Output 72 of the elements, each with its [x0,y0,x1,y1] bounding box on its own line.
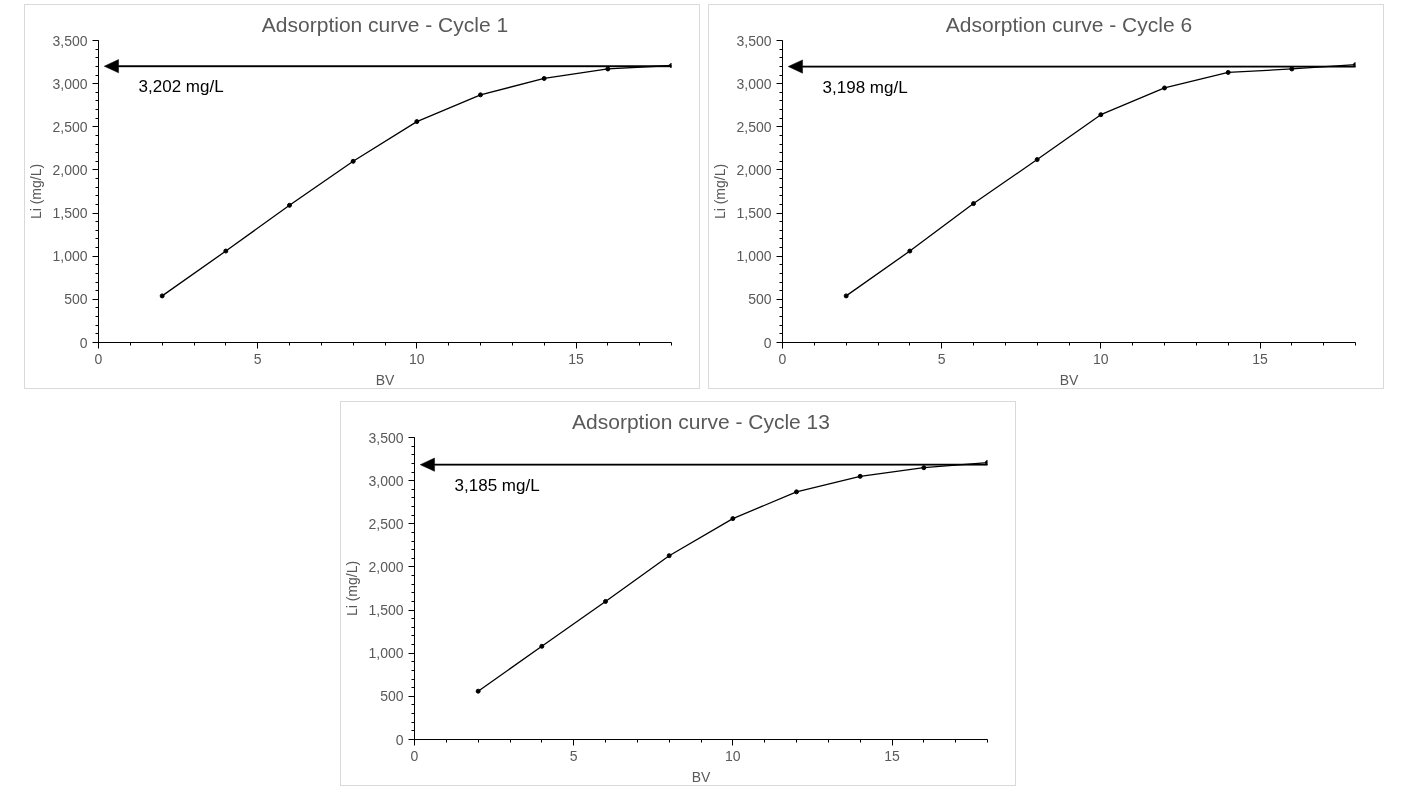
point [287,202,292,208]
y-tick-label: 2,000 [368,558,404,575]
y-tick-label: 1,000 [736,248,772,265]
y-axis-title: Li (mg/L) [712,163,729,220]
point [921,465,927,471]
y-tick-label: 1,500 [368,602,404,619]
y-tick-label: 500 [748,291,772,308]
point [414,119,420,125]
point [857,473,863,479]
point [971,201,976,207]
point [1098,112,1104,118]
point [350,158,356,164]
point [475,688,481,694]
y-tick-label: 500 [380,688,404,705]
y-tick-label: 2,500 [52,118,88,135]
point [541,75,547,81]
y-tick-label: 3,500 [52,32,88,49]
x-tick-label: 5 [937,350,946,367]
x-tick-label: 15 [1252,350,1268,367]
y-tick-label: 2,500 [736,118,772,135]
y-tick-label: 3,000 [52,75,88,92]
x-tick-label: 0 [410,747,419,764]
ref-line-label: 3,202 mg/L [138,77,224,97]
y-tick-label: 1,500 [52,205,88,222]
x-axis-title: BV [375,371,395,388]
y-tick-label: 3,500 [736,32,772,49]
chart-title: Adsorption curve - Cycle 1 [261,12,509,36]
point [1162,85,1167,91]
y-tick-label: 1,000 [52,248,88,265]
y-axis-title: Li (mg/L) [28,163,45,220]
x-tick-label: 5 [569,747,578,764]
x-axis-title: BV [1059,371,1079,388]
y-tick-label: 0 [395,731,404,748]
chart-title: Adsorption curve - Cycle 13 [572,409,830,433]
y-tick-label: 2,500 [368,515,404,532]
y-tick-label: 2,000 [736,161,772,178]
point [1225,69,1231,75]
point [478,92,483,98]
point [843,293,849,299]
point [794,489,799,495]
y-tick-label: 3,500 [368,429,404,446]
x-tick-label: 10 [409,350,425,367]
point [223,248,229,254]
chart-title: Adsorption curve - Cycle 6 [945,12,1193,36]
point [159,293,165,299]
x-tick-label: 15 [568,350,584,367]
y-tick-label: 1,000 [368,645,404,662]
y-tick-label: 1,500 [736,205,772,222]
y-tick-label: 3,000 [368,472,404,489]
point [730,516,736,522]
y-tick-label: 0 [79,334,88,351]
y-axis-title: Li (mg/L) [344,560,361,617]
point [605,66,611,72]
point [1289,66,1295,72]
y-tick-label: 3,000 [736,75,772,92]
y-tick-label: 0 [763,334,772,351]
point [907,248,913,254]
point [1034,157,1040,163]
x-tick-label: 0 [94,350,103,367]
y-tick-label: 500 [64,291,88,308]
y-tick-label: 2,000 [52,161,88,178]
point [539,643,545,649]
x-tick-label: 5 [253,350,262,367]
x-tick-label: 0 [778,350,787,367]
ref-line-label: 3,185 mg/L [454,475,540,495]
x-tick-label: 10 [725,747,741,764]
x-tick-label: 10 [1093,350,1109,367]
point [666,553,672,559]
x-tick-label: 15 [884,747,900,764]
point [603,598,608,604]
ref-line-label: 3,198 mg/L [822,77,908,97]
x-axis-title: BV [691,768,711,785]
